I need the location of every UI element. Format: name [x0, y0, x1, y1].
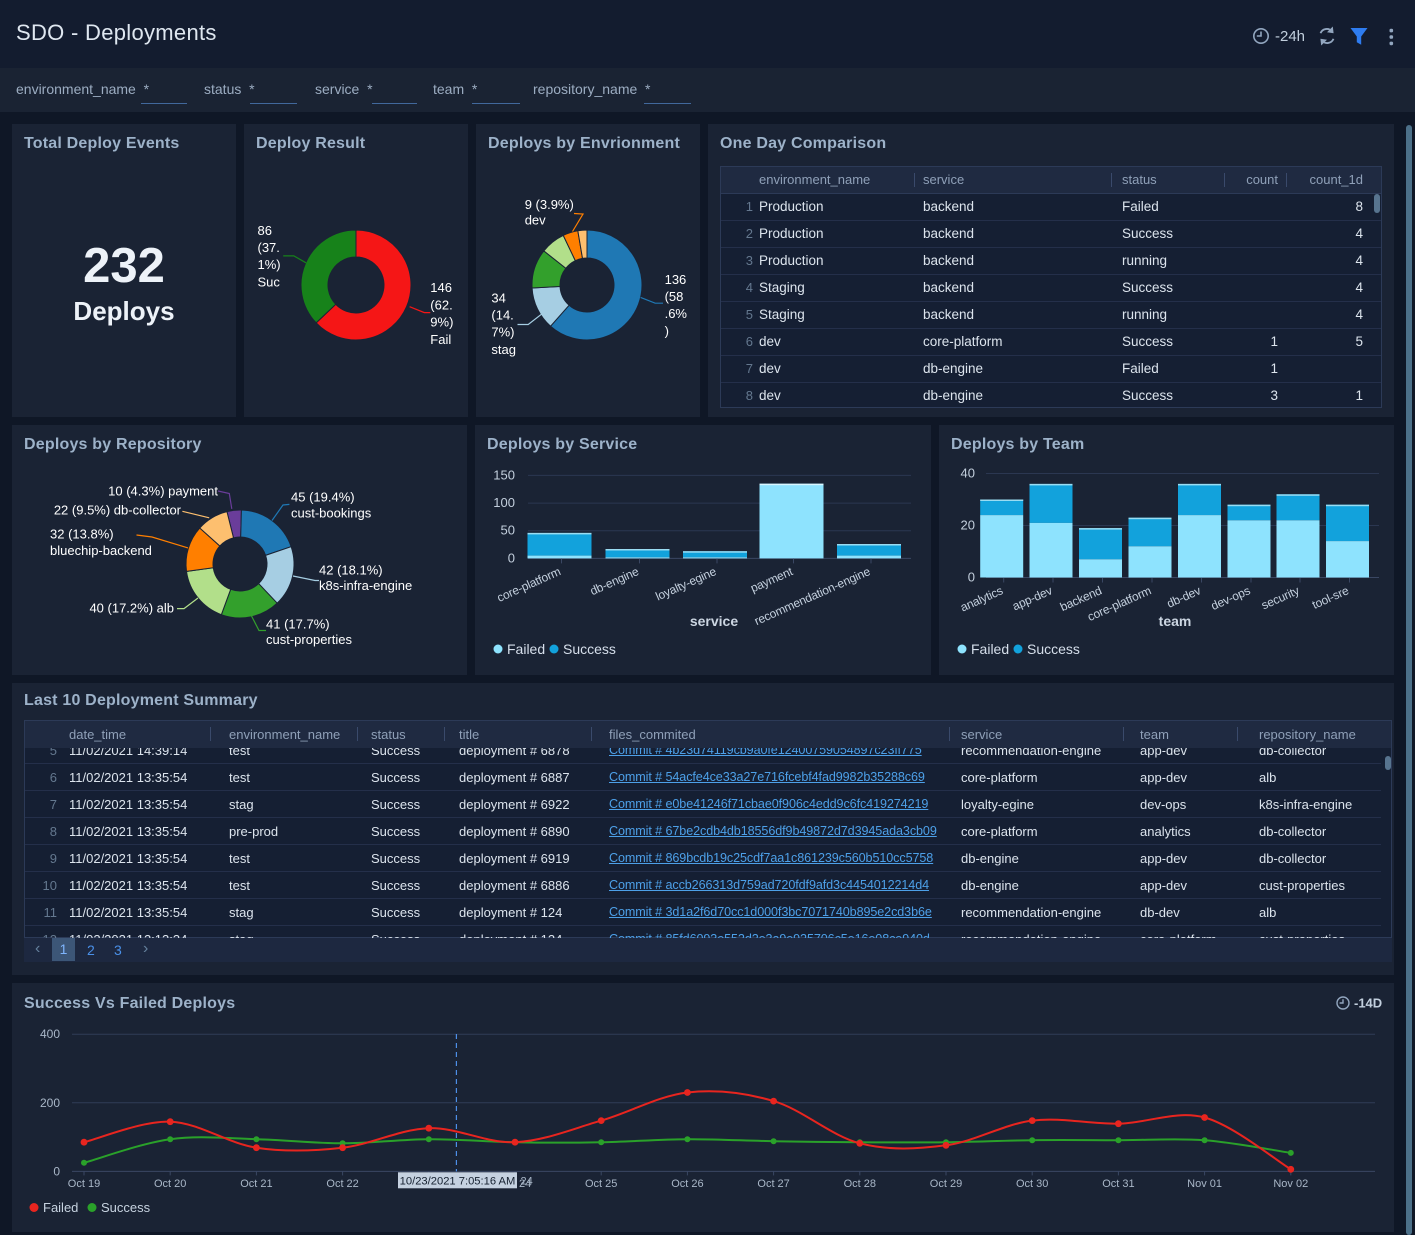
svg-text:db-dev: db-dev	[1165, 583, 1203, 610]
svg-text:Fail: Fail	[430, 332, 451, 347]
svg-text:cust-properties: cust-properties	[266, 632, 352, 647]
svg-text:0: 0	[968, 570, 975, 585]
svg-text:86: 86	[258, 223, 272, 238]
svg-text:k8s-infra-engine: k8s-infra-engine	[319, 578, 412, 593]
svg-text:136: 136	[665, 272, 687, 287]
svg-text:Oct 26: Oct 26	[671, 1178, 703, 1190]
svg-text:200: 200	[40, 1096, 60, 1110]
svg-text:Oct 27: Oct 27	[757, 1178, 789, 1190]
svg-text:dev: dev	[525, 213, 546, 228]
svg-text:100: 100	[493, 495, 515, 510]
svg-text:bluechip-backend: bluechip-backend	[50, 543, 152, 558]
svg-text:): )	[665, 323, 669, 338]
svg-text:Oct 20: Oct 20	[154, 1178, 186, 1190]
svg-text:Success: Success	[1027, 641, 1080, 657]
svg-text:Failed: Failed	[971, 641, 1009, 657]
svg-text:loyalty-egine: loyalty-egine	[653, 564, 718, 603]
svg-text:40 (17.2%) alb: 40 (17.2%) alb	[89, 601, 174, 616]
svg-text:40: 40	[961, 466, 975, 481]
svg-text:Oct 29: Oct 29	[930, 1178, 962, 1190]
svg-text:dev-ops: dev-ops	[1209, 583, 1253, 613]
svg-text:150: 150	[493, 467, 515, 482]
svg-text:core-platform: core-platform	[495, 564, 563, 605]
svg-text:1%): 1%)	[258, 257, 281, 272]
svg-text:Oct 21: Oct 21	[240, 1178, 272, 1190]
svg-text:Oct 25: Oct 25	[585, 1178, 617, 1190]
svg-text:Nov 02: Nov 02	[1273, 1178, 1308, 1190]
svg-text:10/23/2021 7:05:16 AM: 10/23/2021 7:05:16 AM	[400, 1175, 516, 1187]
svg-text:41 (17.7%): 41 (17.7%)	[266, 617, 330, 632]
svg-text:app-dev: app-dev	[1010, 583, 1054, 613]
svg-text:400: 400	[40, 1027, 60, 1041]
svg-text:146: 146	[430, 280, 452, 295]
svg-text:9%): 9%)	[430, 315, 453, 330]
svg-text:22 (9.5%) db-collector: 22 (9.5%) db-collector	[54, 503, 182, 518]
svg-text:0: 0	[53, 1164, 60, 1178]
svg-text:34: 34	[491, 291, 505, 306]
svg-text:Suc: Suc	[258, 274, 281, 289]
svg-text:security: security	[1259, 583, 1301, 612]
svg-text:tool-sre: tool-sre	[1310, 583, 1351, 612]
svg-text:9 (3.9%): 9 (3.9%)	[525, 197, 574, 212]
svg-text:service: service	[690, 613, 738, 629]
svg-text:-24h: -24h	[1275, 28, 1305, 45]
svg-text:32 (13.8%): 32 (13.8%)	[50, 527, 114, 542]
svg-text:payment: payment	[748, 564, 795, 595]
svg-text:.6%: .6%	[665, 306, 688, 321]
svg-text:Oct 30: Oct 30	[1016, 1178, 1048, 1190]
svg-text:Oct 22: Oct 22	[326, 1178, 358, 1190]
svg-text:50: 50	[501, 523, 515, 538]
svg-text:-14D: -14D	[1354, 996, 1382, 1011]
svg-text:Success: Success	[563, 641, 616, 657]
svg-text:Nov 01: Nov 01	[1187, 1178, 1222, 1190]
svg-text:Success: Success	[101, 1200, 151, 1215]
svg-text:(62.: (62.	[430, 297, 452, 312]
svg-text:45 (19.4%): 45 (19.4%)	[291, 490, 355, 505]
svg-text:stag: stag	[491, 342, 516, 357]
svg-text:Failed: Failed	[43, 1200, 78, 1215]
svg-text:Oct 28: Oct 28	[844, 1178, 876, 1190]
svg-text:0: 0	[508, 550, 515, 565]
svg-text:(37.: (37.	[258, 240, 280, 255]
svg-text:24: 24	[521, 1175, 533, 1187]
svg-text:team: team	[1159, 613, 1192, 629]
svg-text:7%): 7%)	[491, 325, 514, 340]
svg-text:analytics: analytics	[958, 583, 1005, 614]
svg-text:Oct 31: Oct 31	[1102, 1178, 1134, 1190]
svg-text:42 (18.1%): 42 (18.1%)	[319, 563, 383, 578]
svg-text:(58: (58	[665, 289, 684, 304]
svg-text:20: 20	[961, 518, 975, 533]
svg-text:10 (4.3%) payment: 10 (4.3%) payment	[108, 484, 218, 499]
svg-text:(14.: (14.	[491, 308, 513, 323]
svg-text:db-engine: db-engine	[588, 564, 641, 598]
svg-text:Oct 19: Oct 19	[68, 1178, 100, 1190]
svg-text:cust-bookings: cust-bookings	[291, 506, 372, 521]
svg-text:Failed: Failed	[507, 641, 545, 657]
